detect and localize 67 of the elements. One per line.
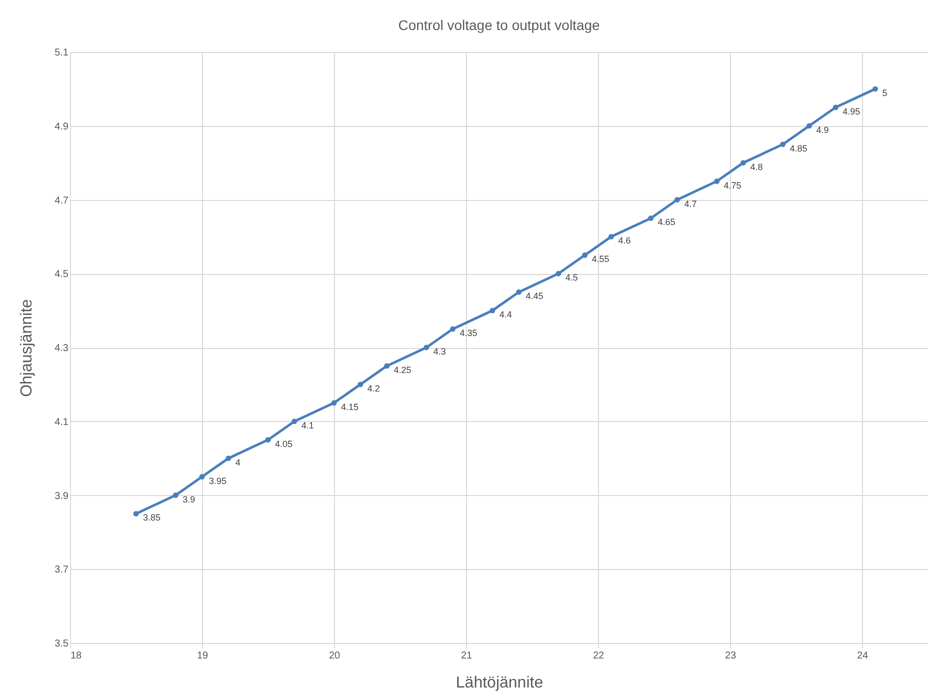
data-label: 4.8 xyxy=(750,162,763,172)
point xyxy=(582,252,588,258)
x-tick-label: 21 xyxy=(460,650,472,662)
data-label: 4.5 xyxy=(565,272,578,283)
point xyxy=(832,104,838,110)
point xyxy=(331,400,337,406)
data-label: 5 xyxy=(882,88,888,98)
x-tick-label: 24 xyxy=(856,650,868,662)
y-tick-label: 3.9 xyxy=(54,490,69,502)
point xyxy=(806,123,812,129)
data-label: 4.25 xyxy=(394,364,412,375)
point xyxy=(490,308,496,314)
y-tick-label: 4.5 xyxy=(54,269,69,280)
point xyxy=(172,492,178,498)
point xyxy=(199,474,205,480)
point xyxy=(516,289,522,295)
point xyxy=(556,270,562,276)
point xyxy=(424,344,430,350)
y-tick-label: 3.7 xyxy=(54,564,69,576)
y-tick-label: 4.9 xyxy=(54,121,69,132)
point xyxy=(674,197,680,202)
x-tick-label: 18 xyxy=(70,650,82,662)
data-label: 4.7 xyxy=(684,198,697,209)
data-label: 4.55 xyxy=(592,254,610,264)
chart-title: Control voltage to output voltage xyxy=(398,17,600,33)
y-tick-label: 4.7 xyxy=(54,195,69,206)
x-tick-label: 23 xyxy=(724,650,736,662)
data-label: 4 xyxy=(235,457,240,468)
data-label: 4.35 xyxy=(460,328,478,338)
data-label: 3.95 xyxy=(209,476,227,486)
point xyxy=(265,437,271,443)
point xyxy=(292,418,298,424)
point xyxy=(872,86,878,92)
data-label: 4.15 xyxy=(341,402,359,412)
point xyxy=(226,456,232,462)
point xyxy=(384,363,390,369)
data-label: 4.3 xyxy=(433,346,446,356)
point xyxy=(740,160,746,166)
data-label: 4.9 xyxy=(816,124,829,135)
data-label: 4.1 xyxy=(301,420,314,430)
x-tick-label: 22 xyxy=(592,650,604,662)
y-tick-label: 3.5 xyxy=(54,638,69,650)
y-tick-label: 4.3 xyxy=(54,343,69,354)
x-axis-title: Lähtöjännite xyxy=(456,674,544,692)
data-label: 4.45 xyxy=(526,291,544,302)
y-tick-label: 5.1 xyxy=(54,48,69,58)
point xyxy=(608,234,614,240)
data-label: 4.75 xyxy=(724,180,742,190)
data-label: 4.6 xyxy=(618,236,631,246)
data-label: 3.9 xyxy=(182,494,196,504)
point xyxy=(133,510,139,516)
point xyxy=(358,382,364,388)
point xyxy=(648,215,654,221)
data-label: 4.2 xyxy=(367,383,380,394)
data-label: 4.65 xyxy=(658,217,676,228)
data-label: 4.4 xyxy=(499,310,512,320)
data-label: 4.85 xyxy=(790,143,808,154)
point xyxy=(780,142,786,148)
point xyxy=(714,178,720,184)
data-label: 4.05 xyxy=(275,438,293,449)
y-axis-title: Ohjausjännite xyxy=(18,298,36,397)
x-tick-label: 19 xyxy=(196,650,208,662)
y-tick-label: 4.1 xyxy=(54,416,69,428)
data-label: 4.95 xyxy=(842,106,860,116)
x-tick-label: 20 xyxy=(328,650,340,662)
data-label: 3.85 xyxy=(143,512,161,523)
point xyxy=(450,326,456,332)
